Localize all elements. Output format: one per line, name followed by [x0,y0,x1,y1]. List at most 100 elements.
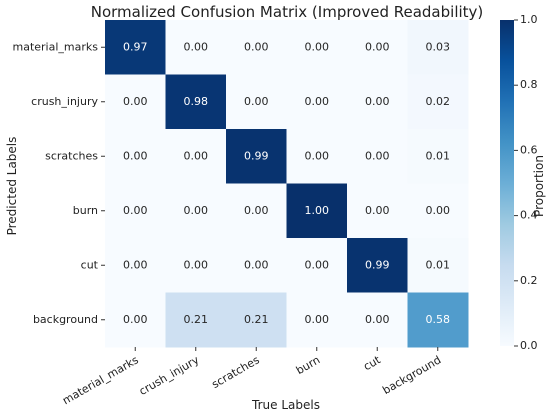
cell-value-label: 0.02 [426,95,451,108]
heatmap-cell [286,183,348,239]
heatmap-cell [105,20,166,75]
colorbar-tick-label: 0.2 [520,274,538,287]
heatmap-cell [347,292,408,348]
heatmap-cell [347,238,408,293]
heatmap-cell [407,183,469,239]
cell-value-label: 0.00 [184,40,209,53]
cell-value-label: 0.01 [426,149,451,162]
cell-value-label: 0.00 [244,95,269,108]
colorbar [500,20,514,346]
colorbar-tick-label: 0.8 [520,78,538,91]
heatmap-cell [226,129,287,184]
heatmap-cell [407,238,469,293]
cell-value-label: 0.00 [365,95,390,108]
x-tick-label: burn [294,353,322,377]
colorbar-ticks: 0.0 0.2 0.4 0.6 0.8 1.0 [514,13,538,352]
cell-value-label: 0.00 [305,313,330,326]
heatmap-cell [105,292,166,348]
cell-value-label: 0.97 [123,40,148,53]
heatmap-cell [407,20,469,75]
y-axis-ticks: material_marks crush_injury scratches burn c… [13,40,105,326]
heatmap-cell [105,183,166,239]
heatmap-cell [226,20,287,75]
cell-value-label: 0.00 [123,204,148,217]
x-axis-label: True Labels [251,398,320,412]
heatmap-cells [105,20,469,348]
colorbar-tick-label: 0.4 [520,209,538,222]
cell-value-label: 0.00 [426,204,451,217]
heatmap-cell [226,183,287,239]
y-tick-label: cut [81,258,99,271]
y-tick-label: crush_injury [31,95,98,108]
heatmap-cell [286,292,348,348]
cell-value-label: 0.00 [365,40,390,53]
y-tick-label: background [33,313,98,326]
cell-value-label: 0.00 [305,149,330,162]
heatmap-cell [165,292,227,348]
heatmap-cell [226,238,287,293]
cell-value-label: 0.00 [123,313,148,326]
heatmap-cell [165,129,227,184]
cell-value-label: 0.21 [184,313,209,326]
x-tick-label: background [380,353,443,397]
heatmap-cell [165,74,227,130]
heatmap-cell [105,74,166,130]
cell-value-label: 0.98 [184,95,209,108]
heatmap-cell [105,238,166,293]
cell-value-label: 0.58 [426,313,451,326]
cell-value-label: 0.00 [123,95,148,108]
cell-value-label: 0.00 [123,149,148,162]
colorbar-tick-label: 1.0 [520,13,538,26]
cell-value-label: 0.00 [365,149,390,162]
cell-value-label: 0.00 [305,95,330,108]
chart-title: Normalized Confusion Matrix (Improved Re… [91,3,484,21]
y-tick-label: burn [73,204,98,217]
colorbar-tick-label: 0.0 [520,339,538,352]
cell-value-label: 0.00 [305,40,330,53]
heatmap-cell [165,20,227,75]
heatmap-cell-labels: 0.97 0.00 0.00 0.00 0.00 0.03 0.00 0.98 0.00 0.00… [123,40,450,326]
heatmap-cell [407,74,469,130]
cell-value-label: 0.00 [365,313,390,326]
cell-value-label: 0.21 [244,313,269,326]
x-tick-label: scratches [209,353,262,391]
x-tick-label: material_marks [60,353,141,407]
cell-value-label: 0.00 [184,258,209,271]
heatmap-cell [286,238,348,293]
cell-value-label: 0.00 [244,258,269,271]
heatmap-cell [226,292,287,348]
heatmap-cell [286,74,348,130]
cell-value-label: 0.99 [244,149,269,162]
colorbar-label: Proportion [532,155,546,217]
heatmap-cell [407,292,469,348]
y-tick-label: material_marks [13,40,99,53]
heatmap-cell [407,129,469,184]
x-tick-label: crush_injury [137,353,202,398]
heatmap-cell [165,238,227,293]
heatmap-cell [347,183,408,239]
x-tick-label: cut [361,353,383,373]
cell-value-label: 0.00 [305,258,330,271]
heatmap-cell [286,129,348,184]
heatmap-cell [105,129,166,184]
cell-value-label: 0.00 [184,149,209,162]
cell-value-label: 1.00 [305,204,330,217]
cell-value-label: 0.99 [365,258,390,271]
cell-value-label: 0.03 [426,40,451,53]
heatmap-cell [347,20,408,75]
cell-value-label: 0.01 [426,258,451,271]
heatmap-cell [286,20,348,75]
y-axis-label: Predicted Labels [5,137,19,236]
y-tick-label: scratches [45,149,98,162]
cell-value-label: 0.00 [244,40,269,53]
cell-value-label: 0.00 [184,204,209,217]
cell-value-label: 0.00 [123,258,148,271]
heatmap-cell [347,129,408,184]
cell-value-label: 0.00 [244,204,269,217]
heatmap-cell [165,183,227,239]
heatmap-cell [347,74,408,130]
heatmap-cell [226,74,287,130]
cell-value-label: 0.00 [365,204,390,217]
colorbar-tick-label: 0.6 [520,143,538,156]
